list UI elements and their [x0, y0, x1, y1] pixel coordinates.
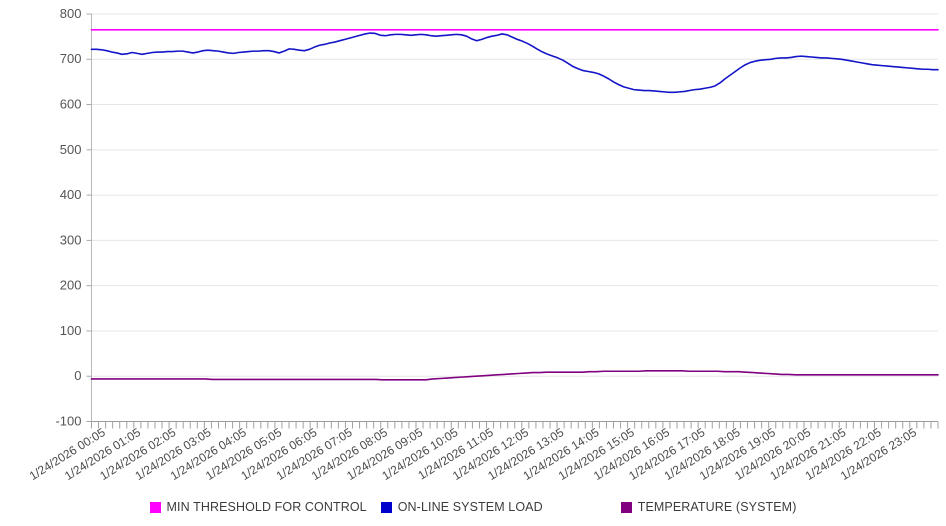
y-axis-ticks [86, 13, 92, 422]
y-axis-tick-label: 0 [74, 368, 81, 383]
gridlines [91, 13, 938, 377]
y-axis-tick-label: -100 [55, 413, 81, 428]
y-axis-tick-labels: -100 0 100 200 300 400 500 600 700 800 [55, 6, 81, 429]
y-axis-tick-label: 200 [60, 278, 82, 293]
legend-label-online-system-load: ON-LINE SYSTEM LOAD [397, 500, 543, 514]
y-axis-tick-label: 400 [60, 187, 82, 202]
y-axis-tick-label: 300 [60, 232, 82, 247]
series-line-temperature [90, 369, 939, 381]
y-axis-tick-label: 100 [60, 323, 82, 338]
legend-item-min-threshold[interactable]: MIN THRESHOLD FOR CONTROL [149, 500, 367, 514]
legend-item-online-system-load[interactable]: ON-LINE SYSTEM LOAD [380, 500, 543, 514]
legend-swatch-online-system-load [380, 501, 392, 513]
y-axis-tick-label: 600 [60, 96, 82, 111]
chart-legend: MIN THRESHOLD FOR CONTROL ON-LINE SYSTEM… [0, 495, 946, 519]
y-axis-tick-label: 800 [60, 6, 82, 21]
y-axis-tick-label: 500 [60, 142, 82, 157]
legend-label-min-threshold: MIN THRESHOLD FOR CONTROL [166, 500, 367, 514]
legend-item-temperature[interactable]: TEMPERATURE (SYSTEM) [620, 500, 797, 514]
x-axis-minor-ticks [91, 421, 939, 429]
y-axis-tick-label: 700 [60, 51, 82, 66]
legend-swatch-temperature [620, 501, 632, 513]
legend-swatch-min-threshold [149, 501, 161, 513]
series-line-online-system-load [90, 32, 939, 94]
legend-label-temperature: TEMPERATURE (SYSTEM) [637, 500, 797, 514]
data-series-group [90, 29, 939, 381]
